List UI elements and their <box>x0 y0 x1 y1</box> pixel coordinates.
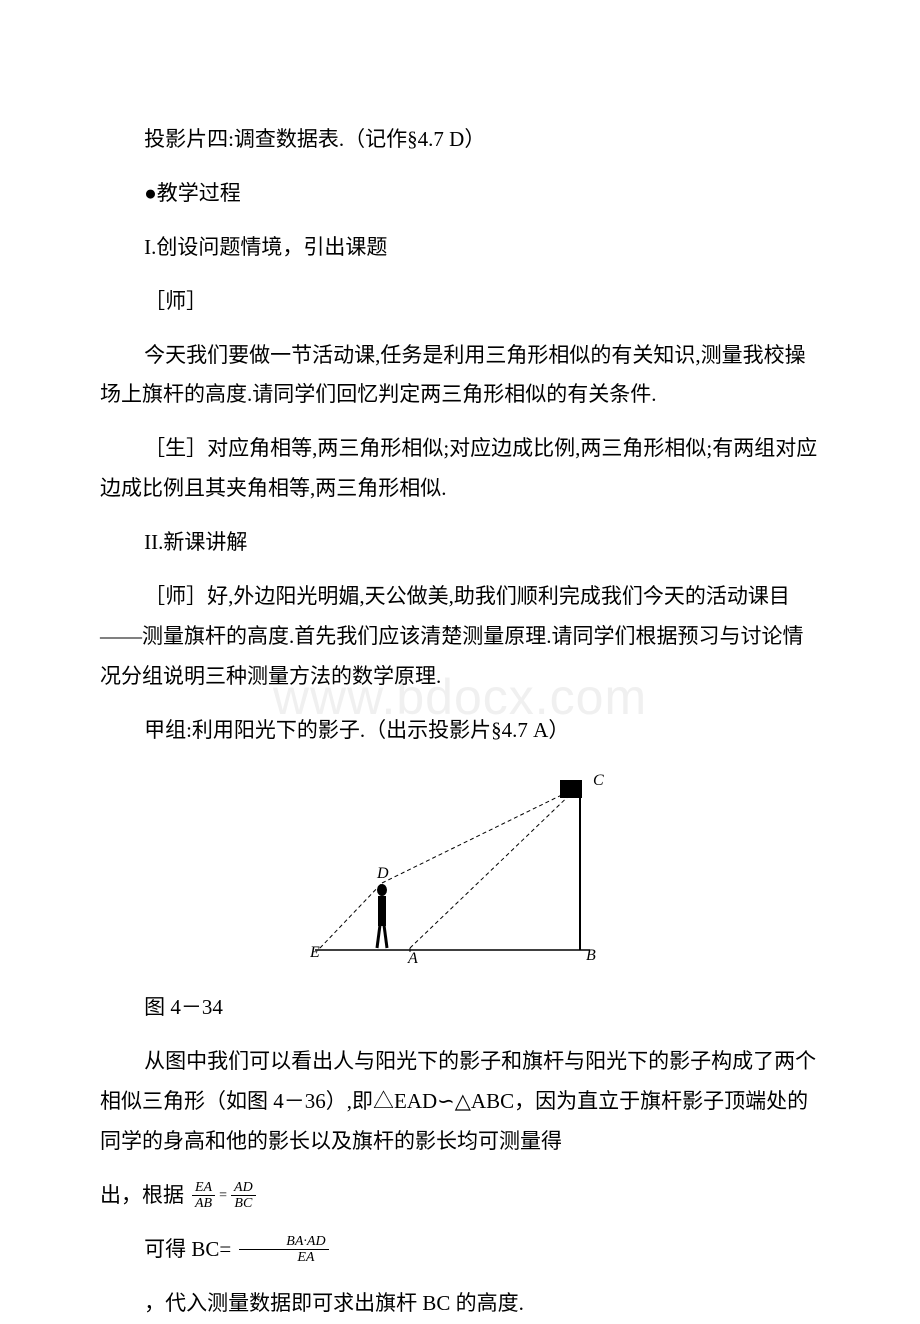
svg-text:A: A <box>407 950 418 965</box>
paragraph-process: ●教学过程 <box>100 174 820 214</box>
svg-text:E: E <box>310 944 320 961</box>
paragraph-group-a: 甲组:利用阳光下的影子.（出示投影片§4.7 A） <box>100 711 820 751</box>
fraction-ea-ab: EA AB <box>192 1180 215 1212</box>
paragraph-explain-a: 从图中我们可以看出人与阳光下的影子和旗杆与阳光下的影子构成了两个相似三角形（如图… <box>100 1042 820 1162</box>
fraction-num: AD <box>231 1180 256 1196</box>
fraction-ad-bc: AD BC <box>231 1180 256 1212</box>
figure-caption: 图 4－34 <box>100 988 820 1028</box>
fraction-ba-ad-ea: BA·AD EA <box>239 1234 328 1266</box>
paragraph-conclusion: ，代入测量数据即可求出旗杆 BC 的高度. <box>100 1284 820 1324</box>
figure-shadow-diagram: C D E A B <box>100 765 820 979</box>
svg-text:D: D <box>376 865 389 882</box>
formula-prefix-2: 可得 BC= <box>100 1230 231 1270</box>
paragraph-slide4: 投影片四:调查数据表.（记作§4.7 D） <box>100 120 820 160</box>
triangle-diagram-svg: C D E A B <box>310 765 610 965</box>
fraction-den: EA <box>250 1250 317 1265</box>
equals-sign: = <box>219 1183 227 1210</box>
paragraph-teacher2: ［师］好,外边阳光明媚,天公做美,助我们顺利完成我们今天的活动课目——测量旗杆的… <box>100 577 820 697</box>
formula-prefix-1: 出，根据 <box>100 1176 184 1216</box>
fraction-num: EA <box>192 1180 215 1196</box>
paragraph-intro: 今天我们要做一节活动课,任务是利用三角形相似的有关知识,测量我校操场上旗杆的高度… <box>100 336 820 416</box>
svg-text:C: C <box>593 772 604 789</box>
formula-line-2: 可得 BC= BA·AD EA <box>100 1230 820 1270</box>
formula-line-1: 出，根据 EA AB = AD BC <box>100 1176 820 1216</box>
document-content: 投影片四:调查数据表.（记作§4.7 D） ●教学过程 I.创设问题情境，引出课… <box>100 120 820 1324</box>
paragraph-section2: II.新课讲解 <box>100 523 820 563</box>
fraction-num: BA·AD <box>239 1234 328 1250</box>
paragraph-student: ［生］对应角相等,两三角形相似;对应边成比例,两三角形相似;有两组对应边成比例且… <box>100 429 820 509</box>
svg-text:B: B <box>586 947 596 964</box>
fraction-den: BC <box>231 1196 255 1211</box>
paragraph-teacher1: ［师］ <box>100 282 820 322</box>
fraction-den: AB <box>192 1196 215 1211</box>
paragraph-section1: I.创设问题情境，引出课题 <box>100 228 820 268</box>
